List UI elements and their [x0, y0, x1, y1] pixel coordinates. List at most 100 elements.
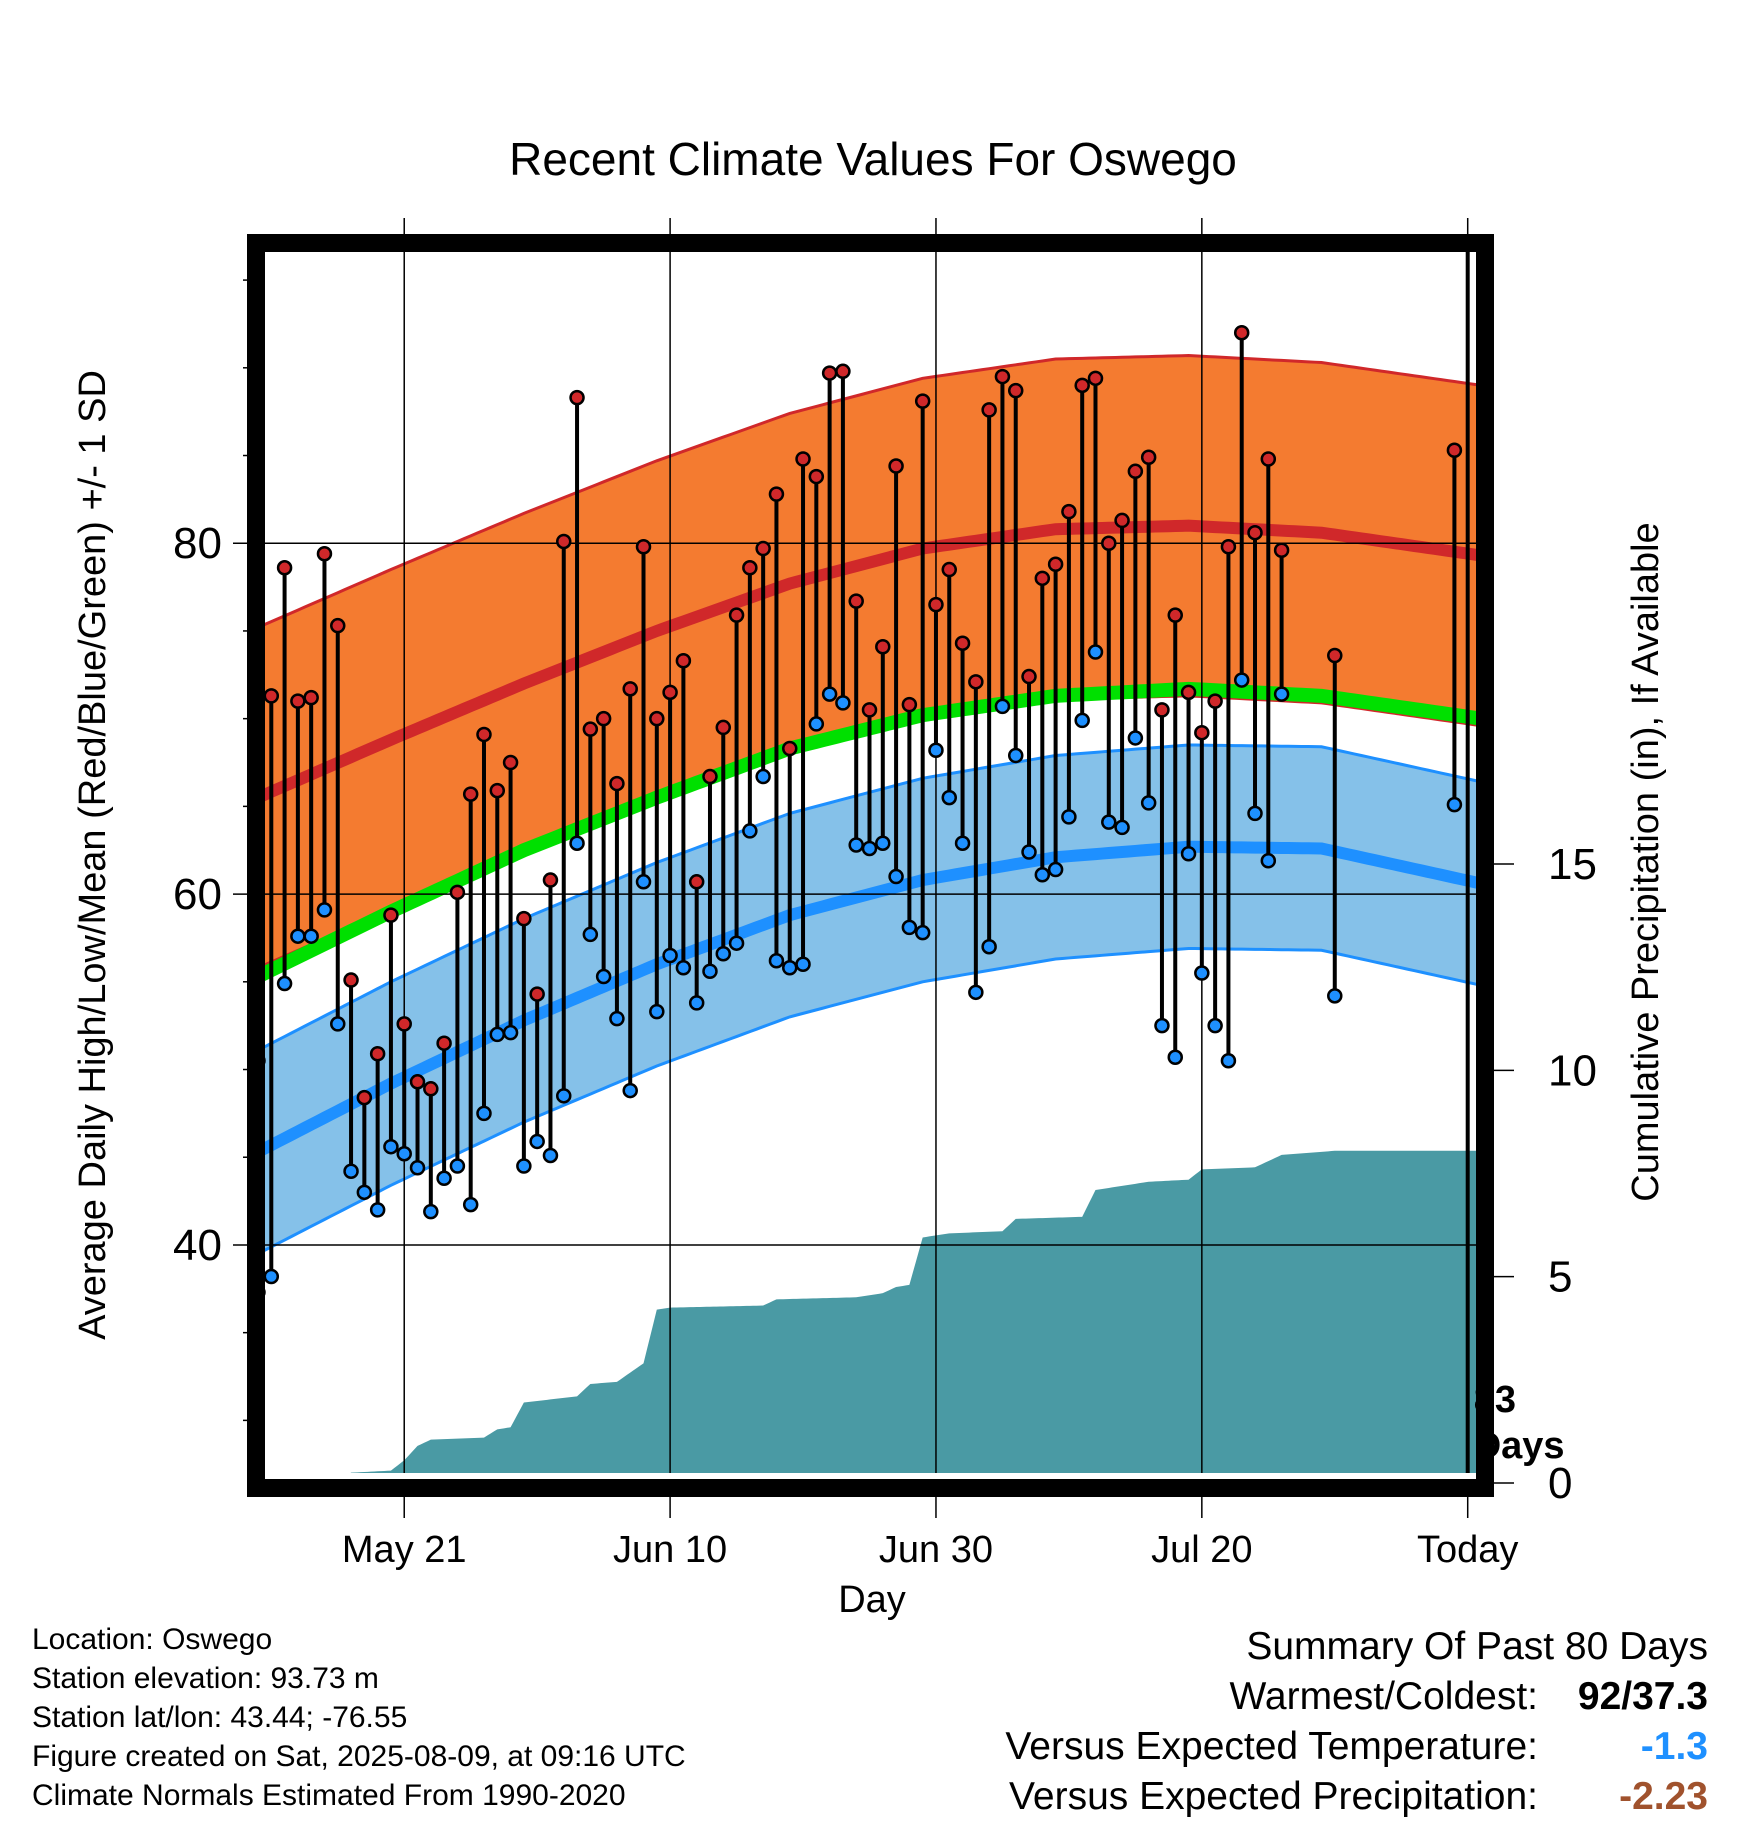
daily-high-point — [516, 910, 532, 927]
daily-high-point — [795, 451, 811, 467]
daily-low-point — [609, 1010, 625, 1027]
daily-low-point — [649, 1003, 665, 1020]
summary-panel: Summary Of Past 80 Days Warmest/Coldest:… — [1005, 1622, 1708, 1822]
daily-high-point — [941, 561, 958, 578]
daily-high-point — [622, 681, 638, 697]
daily-low-point — [742, 823, 758, 839]
daily-low-point — [835, 695, 851, 711]
daily-high-point — [1327, 647, 1343, 664]
daily-low-point — [1140, 795, 1157, 811]
daily-high-point — [875, 638, 891, 655]
daily-low-point — [1207, 1017, 1223, 1034]
daily-low-point — [821, 686, 838, 702]
daily-high-point — [290, 693, 306, 709]
daily-high-point — [688, 874, 705, 890]
daily-low-point — [396, 1145, 412, 1162]
daily-high-point — [542, 872, 559, 888]
daily-high-point — [1247, 524, 1263, 541]
latlon-text: Station lat/lon: 43.44; -76.55 — [32, 1701, 408, 1734]
daily-low-point — [941, 789, 958, 806]
elevation-text: Station elevation: 93.73 m — [32, 1662, 379, 1695]
daily-low-point — [303, 928, 319, 944]
daily-low-point — [1021, 844, 1037, 860]
daily-high-point — [835, 363, 851, 380]
daily-high-point — [1047, 556, 1064, 573]
daily-high-point — [1446, 442, 1463, 459]
daily-low-point — [1101, 814, 1117, 830]
plot-clip-group — [258, 245, 1481, 1473]
daily-high-point — [423, 1081, 439, 1097]
daily-low-point — [808, 716, 825, 732]
precip-anomaly-label: Versus Expected Precipitation: — [1009, 1775, 1538, 1818]
daily-low-point — [516, 1158, 532, 1174]
daily-low-point — [330, 1016, 346, 1032]
warmest-value: 92/37.3 — [1577, 1675, 1708, 1718]
precip-anomaly-value: -2.23 — [1619, 1775, 1708, 1818]
daily-high-point — [1074, 377, 1090, 394]
daily-high-point — [369, 1045, 386, 1062]
y-tick-label: 80 — [173, 519, 222, 568]
daily-low-point — [556, 1088, 572, 1104]
daily-low-point — [1194, 965, 1210, 981]
daily-high-point — [954, 635, 971, 651]
daily-high-point — [449, 884, 466, 901]
daily-high-point — [1220, 538, 1237, 555]
daily-high-point — [861, 702, 878, 718]
x-tick-label: Today — [1417, 1529, 1518, 1571]
daily-high-point — [343, 972, 359, 988]
y2-tick-label: 5 — [1548, 1253, 1572, 1302]
daily-low-point — [476, 1105, 492, 1122]
daily-high-point — [582, 721, 599, 737]
x-axis-label: Day — [838, 1579, 906, 1620]
daily-high-point — [702, 768, 718, 785]
daily-high-point — [848, 593, 864, 609]
high-sd-band-upper-edge — [258, 354, 1481, 629]
daily-high-point — [303, 689, 319, 706]
daily-low-point — [542, 1147, 559, 1164]
daily-high-point — [609, 775, 625, 792]
daily-high-point — [529, 986, 545, 1002]
daily-high-point — [742, 560, 758, 576]
daily-low-point — [356, 1184, 373, 1201]
daily-high-point — [1061, 503, 1077, 520]
daily-high-point — [396, 1016, 412, 1032]
daily-low-point — [1260, 853, 1277, 869]
daily-high-point — [263, 688, 280, 704]
chart-title: Recent Climate Values For Oswego — [509, 133, 1237, 185]
daily-low-point — [702, 963, 718, 980]
daily-high-point — [675, 653, 692, 669]
daily-high-point — [914, 393, 931, 409]
daily-low-point — [1233, 672, 1250, 688]
daily-high-point — [1114, 512, 1130, 529]
summary-title: Summary Of Past 80 Days — [1246, 1625, 1708, 1668]
daily-high-point — [462, 786, 479, 802]
daily-low-point — [1180, 845, 1197, 862]
daily-high-point — [781, 740, 798, 757]
daily-high-point — [330, 617, 346, 634]
daily-high-point — [1194, 724, 1210, 741]
warmest-label: Warmest/Coldest: — [1229, 1675, 1538, 1718]
y2-tick-label: 15 — [1548, 840, 1597, 889]
daily-low-point — [569, 835, 585, 851]
daily-high-point — [928, 596, 944, 613]
daily-low-point — [768, 952, 785, 969]
daily-low-point — [1087, 644, 1104, 660]
daily-low-point — [276, 975, 293, 992]
y-tick-label: 60 — [173, 870, 222, 919]
daily-low-point — [502, 1024, 519, 1041]
daily-high-point — [502, 754, 519, 771]
y-tick-label: 40 — [173, 1221, 222, 1270]
daily-low-point — [888, 868, 904, 885]
climate-chart: Recent Climate Values For Oswego 83Days … — [72, 133, 1667, 1620]
daily-low-point — [688, 995, 705, 1011]
daily-high-point — [635, 538, 652, 555]
daily-high-point — [1180, 684, 1197, 701]
daily-low-point — [383, 1138, 399, 1155]
daily-low-point — [1007, 747, 1024, 764]
daily-high-point — [409, 1074, 426, 1090]
daily-high-point — [662, 684, 678, 701]
daily-low-point — [449, 1158, 466, 1174]
daily-high-point — [1127, 463, 1144, 480]
daily-low-point — [981, 938, 997, 955]
daily-low-point — [861, 840, 878, 857]
